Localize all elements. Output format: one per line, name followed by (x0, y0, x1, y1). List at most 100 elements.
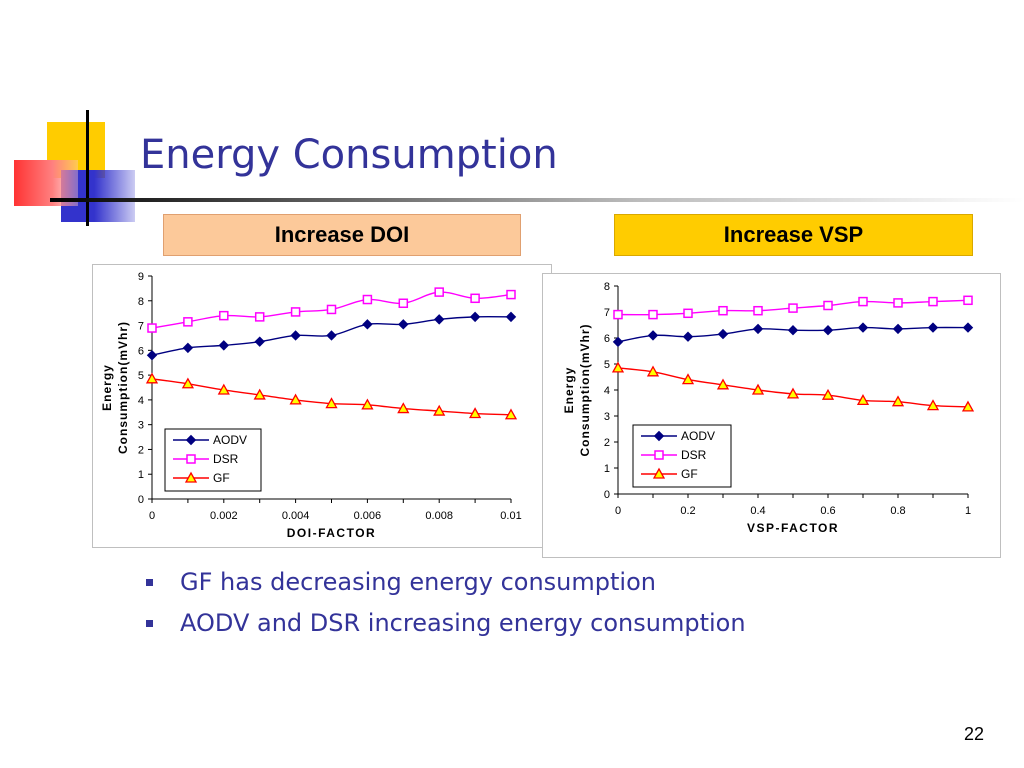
y-tick-label: 1 (138, 469, 144, 481)
data-point-aodv (505, 311, 517, 323)
increase-doi-label: Increase DOI (163, 214, 521, 256)
data-point-aodv (433, 314, 445, 325)
x-tick-label: 0.6 (820, 505, 835, 517)
x-tick-label: 0 (149, 510, 155, 522)
data-point-dsr (963, 295, 973, 306)
legend-label-dsr: DSR (213, 452, 239, 466)
bullet-marker (146, 620, 153, 627)
data-point-aodv (857, 322, 869, 333)
data-point-aodv (647, 330, 659, 341)
chart-svg: 0 1 2 3 4 5 6 7 8 0 0.2 0.4 0.6 0.8 1 VSP-FACTOR Energy C… (562, 281, 975, 535)
y-tick-label: 2 (138, 444, 144, 456)
y-tick-label: 8 (604, 281, 610, 293)
page-number: 22 (964, 724, 985, 744)
bullet-marker (146, 579, 153, 586)
data-point-gf (926, 399, 940, 411)
y-tick-label: 5 (604, 359, 610, 371)
data-point-gf (397, 402, 410, 414)
data-point-aodv (717, 328, 729, 340)
y-tick-label: 9 (138, 271, 144, 283)
legend-label-aodv: AODV (213, 433, 247, 447)
legend-marker-dsr (654, 450, 664, 460)
data-point-gf (361, 398, 374, 410)
bullet-item: GF has decreasing energy consumption (146, 566, 746, 607)
data-point-aodv (892, 323, 904, 335)
x-tick-label: 0.2 (680, 505, 695, 517)
data-point-dsr (928, 296, 938, 307)
data-point-gf (786, 387, 800, 399)
data-point-gf (716, 378, 730, 390)
x-axis-title: DOI-FACTOR (287, 526, 376, 540)
y-tick-label: 3 (138, 420, 144, 432)
y-tick-label: 5 (138, 370, 144, 382)
data-point-gf (681, 373, 695, 385)
data-point-aodv (146, 350, 158, 361)
data-point-aodv (182, 342, 194, 354)
data-point-dsr (893, 298, 903, 308)
y-axis-title-line: Energy (100, 364, 114, 411)
data-point-dsr (326, 304, 337, 315)
data-point-gf (504, 408, 518, 420)
y-tick-label: 0 (138, 494, 144, 506)
x-tick-label: 0.002 (210, 510, 238, 522)
y-axis-title-line: Consumption(mVhr) (578, 324, 592, 457)
x-tick-label: 0.01 (500, 510, 521, 522)
data-point-aodv (787, 324, 799, 336)
data-point-dsr (648, 309, 658, 320)
y-tick-label: 7 (604, 307, 610, 319)
data-point-aodv (822, 324, 834, 336)
x-tick-label: 0 (615, 505, 621, 517)
data-point-dsr (398, 298, 409, 309)
y-axis-title-line: Energy (562, 367, 576, 414)
data-point-dsr (434, 287, 444, 297)
data-point-gf (433, 404, 446, 416)
data-point-dsr (788, 303, 798, 313)
y-tick-label: 1 (604, 463, 610, 475)
data-point-gf (751, 383, 765, 395)
y-tick-label: 0 (604, 489, 610, 501)
data-point-aodv (962, 322, 974, 333)
x-tick-label: 0.006 (354, 510, 382, 522)
increase-vsp-label: Increase VSP (614, 214, 973, 256)
data-point-aodv (254, 336, 265, 347)
data-point-dsr (290, 307, 301, 317)
vsp-chart: 0 1 2 3 4 5 6 7 8 0 0.2 0.4 0.6 0.8 1 VSP-FACTOR Energy C… (542, 273, 1001, 558)
data-point-dsr (683, 308, 693, 319)
x-tick-label: 0.004 (282, 510, 310, 522)
data-point-dsr (506, 289, 516, 300)
data-point-gf (891, 395, 905, 407)
data-point-aodv (469, 311, 481, 323)
x-tick-label: 1 (965, 505, 971, 517)
data-point-aodv (326, 330, 337, 341)
bullet-item: AODV and DSR increasing energy consumpti… (146, 607, 746, 648)
data-point-gf (217, 383, 230, 395)
data-point-dsr (362, 294, 373, 305)
decor-vertical-line (86, 110, 89, 226)
bullet-text: AODV and DSR increasing energy consumpti… (180, 609, 746, 637)
data-point-dsr (753, 305, 763, 316)
y-tick-label: 4 (138, 395, 144, 407)
legend-marker-aodv (185, 434, 197, 446)
legend-label-gf: GF (681, 467, 698, 481)
series-line-gf (617, 367, 969, 408)
data-point-aodv (682, 331, 694, 342)
legend-label-dsr: DSR (681, 448, 707, 462)
data-point-gf (468, 407, 482, 419)
legend-marker-dsr (186, 454, 196, 464)
data-point-dsr (823, 300, 833, 311)
x-tick-label: 0.8 (890, 505, 905, 517)
data-point-aodv (752, 323, 764, 335)
y-axis-title: Energy Consumption(mVhr) (562, 324, 592, 457)
data-point-gf (856, 394, 870, 406)
data-point-gf (646, 365, 660, 377)
y-tick-label: 6 (138, 345, 144, 357)
y-tick-label: 7 (138, 321, 144, 333)
legend-label-aodv: AODV (681, 429, 715, 443)
chart-svg: 0 1 2 3 4 5 6 7 8 9 0 0.002 0.004 0.006 0.008 0.01 DOI-F… (100, 271, 522, 540)
bullet-text: GF has decreasing energy consumption (180, 568, 656, 596)
x-tick-label: 0.008 (425, 510, 453, 522)
data-point-dsr (183, 317, 193, 327)
data-point-dsr (470, 293, 480, 304)
data-point-aodv (290, 330, 301, 341)
data-point-gf (961, 400, 975, 412)
